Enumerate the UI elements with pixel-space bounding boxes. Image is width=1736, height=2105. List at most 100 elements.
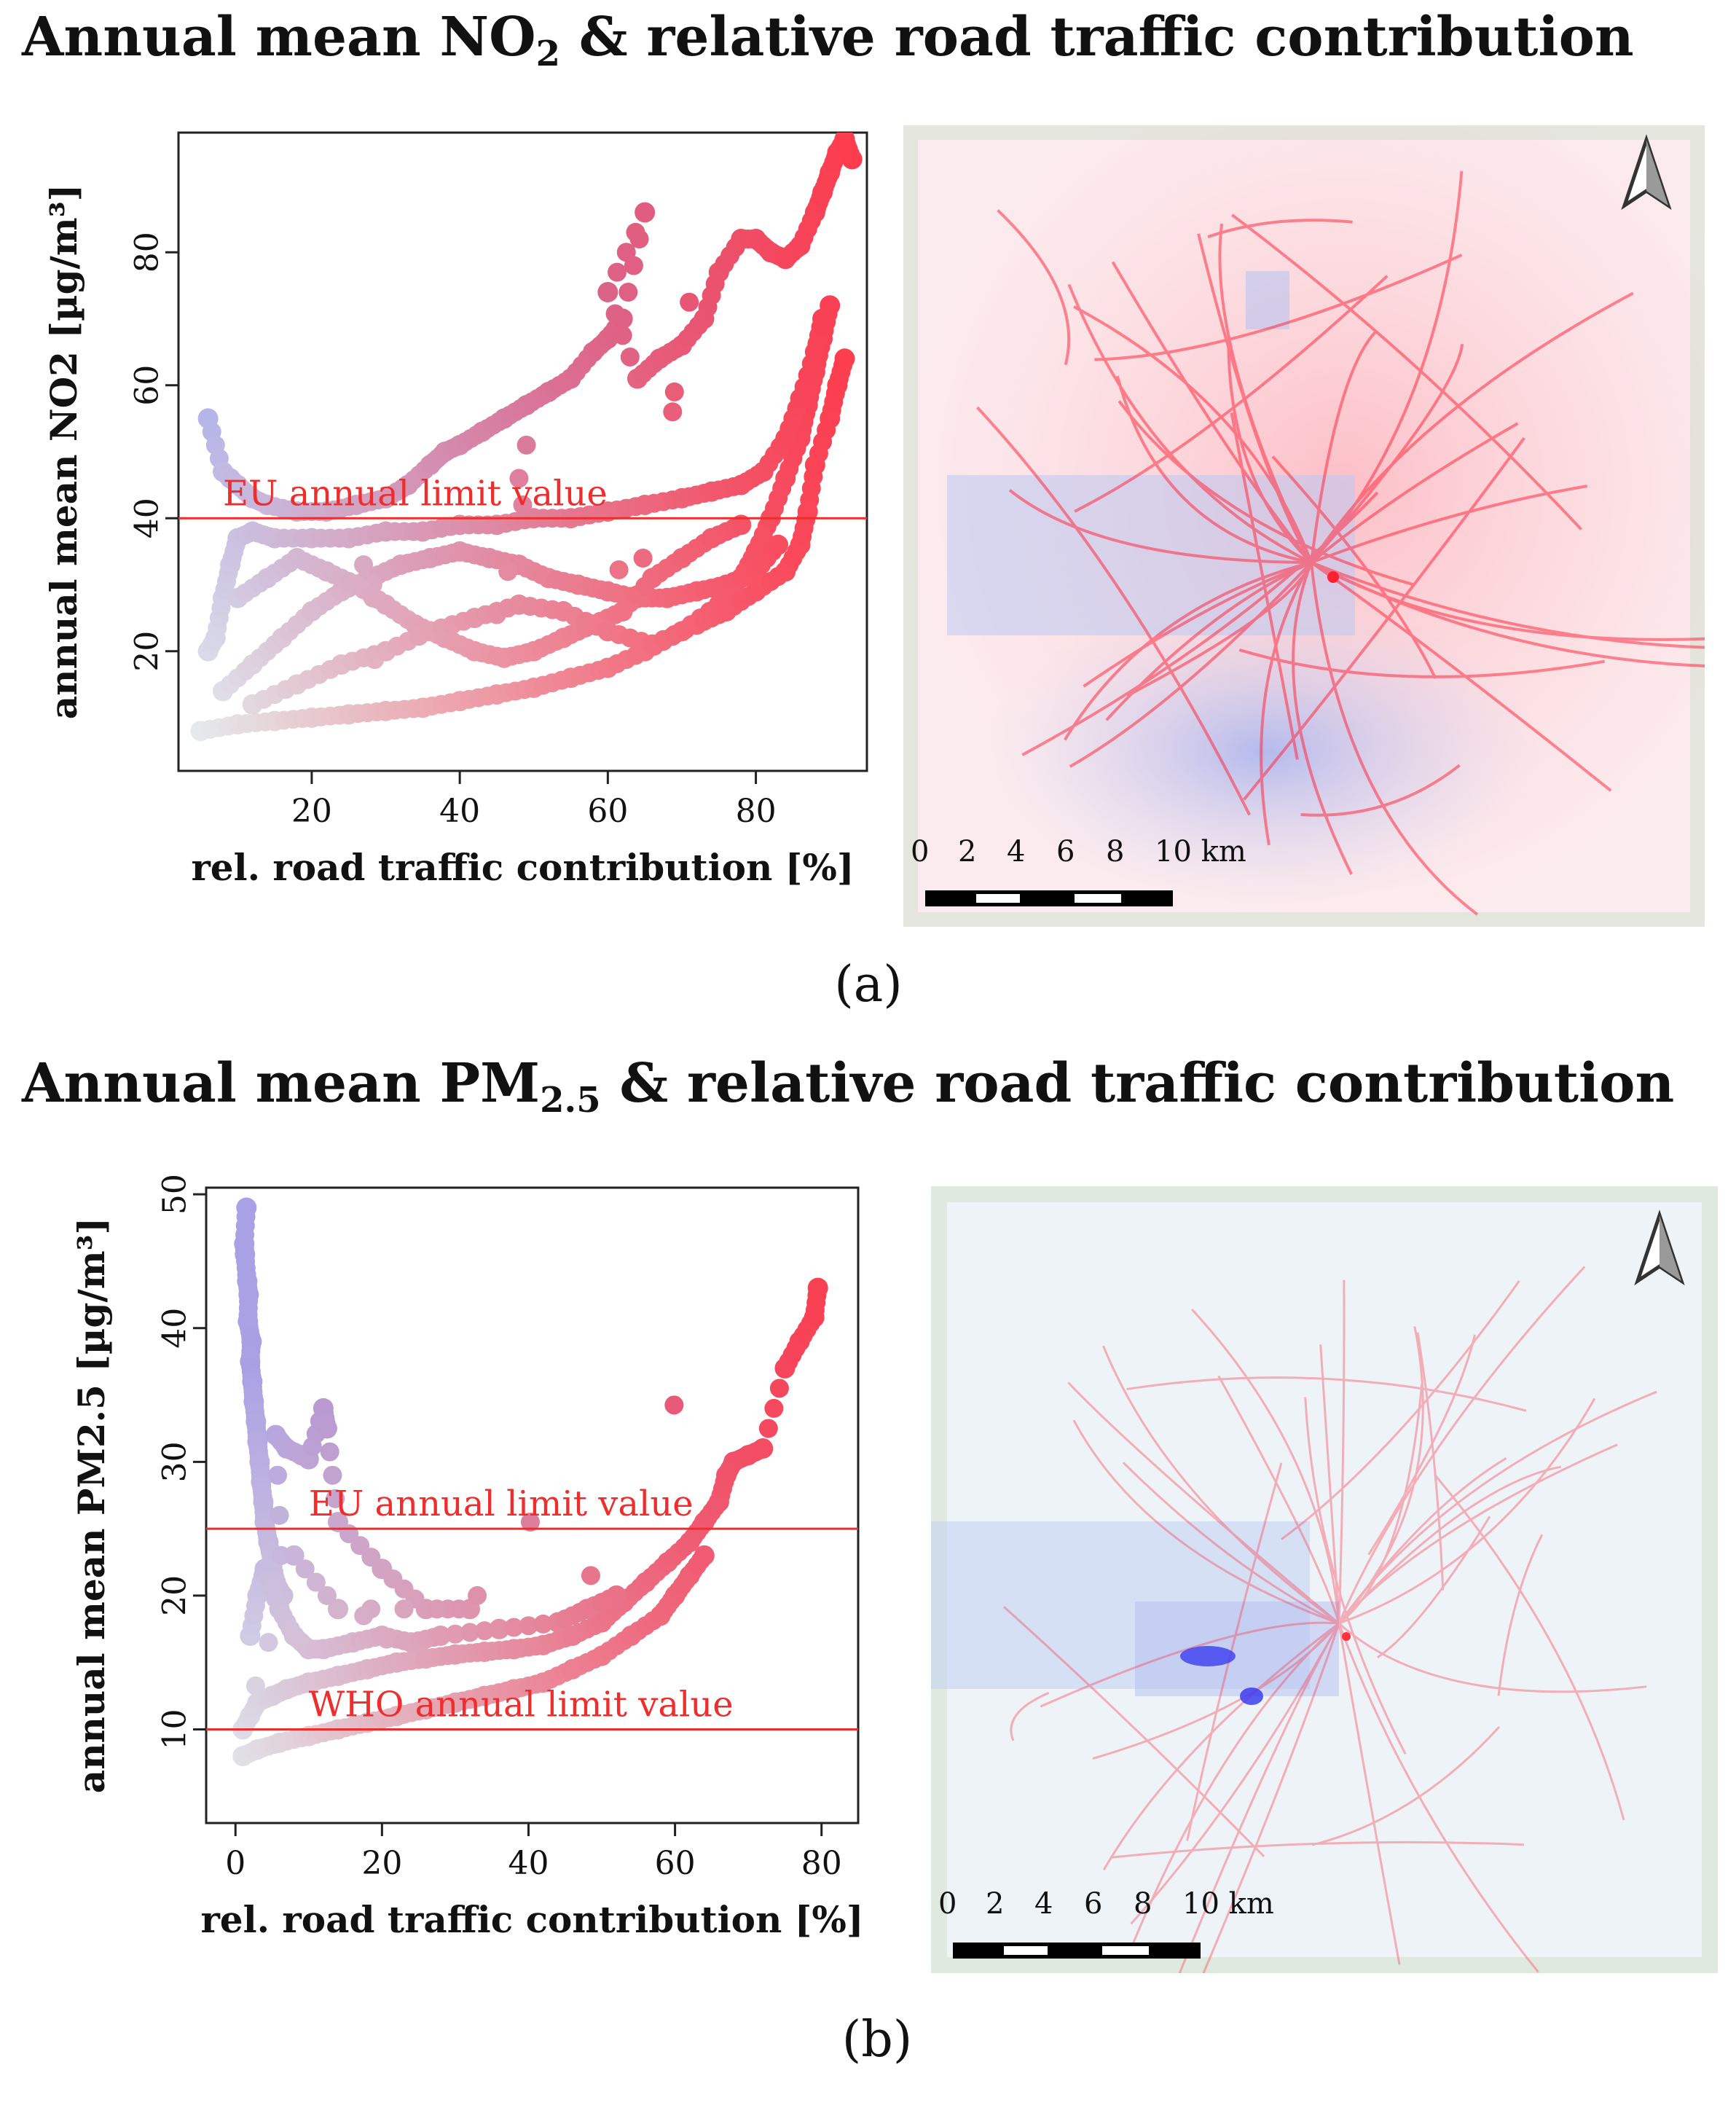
data-point: [597, 282, 618, 302]
road-line: [1227, 341, 1313, 564]
data-point: [620, 347, 640, 366]
road-line: [1338, 1623, 1401, 1965]
road-line: [1300, 764, 1461, 817]
road-line: [1292, 562, 1354, 875]
road-line: [1130, 1622, 1340, 1949]
road-line: [1102, 1622, 1340, 1870]
road-line: [1191, 1308, 1340, 1624]
x-tick-label: 40: [508, 1845, 549, 1882]
data-point: [475, 1621, 495, 1641]
road-line: [1319, 1344, 1340, 1624]
x-axis-label: rel. road traffic contribution [%]: [191, 846, 854, 889]
data-point: [605, 304, 625, 324]
scale-label-8: 8: [1134, 1887, 1152, 1921]
scale-label-0: 0: [911, 835, 929, 869]
road-line: [1111, 261, 1313, 564]
road-line: [1338, 1266, 1586, 1624]
y-tick-label: 80: [129, 232, 166, 273]
data-point: [517, 435, 536, 455]
x-tick-label: 20: [291, 793, 332, 830]
data-point: [283, 1545, 305, 1566]
data-point: [608, 262, 627, 282]
road-line: [1304, 1397, 1407, 1755]
road-line: [1271, 455, 1437, 680]
road-line: [1243, 436, 1525, 801]
panel-b-label: (b): [841, 2011, 913, 2069]
x-axis-label: rel. road traffic contribution [%]: [200, 1898, 863, 1941]
data-point: [663, 402, 683, 422]
data-point: [633, 549, 653, 568]
road-line: [1338, 1326, 1424, 1624]
data-point: [769, 1379, 789, 1398]
data-point: [270, 1505, 289, 1525]
plot-frame: [177, 131, 868, 772]
panel-b-title: Annual mean PM2.5 & relative road traffi…: [22, 1052, 1674, 1121]
y-tick-label: 40: [129, 498, 166, 538]
data-point: [764, 1398, 784, 1418]
road-line: [1310, 170, 1464, 564]
panel-b-title-sub: 2.5: [540, 1080, 601, 1121]
road-line: [1281, 1280, 1520, 1540]
road-line: [1310, 291, 1634, 564]
data-point: [519, 1616, 538, 1636]
points-group: [190, 133, 863, 742]
data-point: [606, 1585, 627, 1606]
data-point: [320, 1442, 339, 1462]
y-axis-label: annual mean NO2 [µg/m³]: [42, 184, 85, 720]
scale-label-6: 6: [1084, 1887, 1102, 1921]
points-group: [232, 1197, 828, 1767]
data-point: [753, 1438, 774, 1459]
y-axis-label: annual mean PM2.5 [µg/m³]: [70, 1218, 113, 1793]
data-point: [317, 1585, 337, 1605]
scale-label-4: 4: [1007, 835, 1025, 869]
data-point: [680, 292, 699, 312]
x-tick-label: 80: [736, 793, 777, 830]
road-line: [1102, 1345, 1340, 1625]
data-point: [246, 1676, 265, 1696]
road-line: [1069, 561, 1313, 768]
scale-label-4: 4: [1034, 1887, 1053, 1921]
data-point: [731, 514, 752, 536]
x-tick-label: 60: [587, 793, 628, 830]
data-point: [664, 382, 684, 401]
data-point: [323, 1465, 342, 1485]
reference-line-label: EU annual limit value: [309, 1483, 694, 1524]
scale-label-10km: 10 km: [1182, 1887, 1274, 1921]
pm-hotspot-2: [1240, 1687, 1263, 1705]
road-line: [1197, 233, 1313, 564]
data-point: [445, 1624, 465, 1644]
data-point: [581, 1566, 600, 1585]
data-point: [664, 1395, 684, 1415]
road-line: [1338, 1398, 1596, 1625]
road-line: [1003, 1606, 1265, 1857]
x-tick-label: 40: [439, 793, 480, 830]
road-line: [1338, 1443, 1618, 1625]
road-line: [1092, 1623, 1340, 1760]
data-point: [316, 1418, 337, 1439]
road-line: [1186, 1462, 1283, 1841]
scale-label-10km: 10 km: [1155, 835, 1246, 869]
data-point: [635, 202, 656, 223]
data-point: [259, 1633, 278, 1653]
road-line: [1311, 561, 1705, 667]
road-line: [1040, 1621, 1340, 1708]
road-line: [1338, 1457, 1507, 1624]
panel-a-label: (a): [834, 956, 903, 1014]
map-pm25: 0 2 4 6 8 10 km: [931, 1186, 1718, 1973]
city-centre-hotspot: [1327, 571, 1339, 583]
scale-bar: [953, 1943, 1201, 1959]
road-line: [1310, 331, 1377, 563]
north-arrow-icon: [1621, 134, 1672, 211]
road-line: [1497, 1534, 1544, 1696]
x-tick-label: 20: [361, 1845, 402, 1882]
road-line: [1310, 562, 1479, 916]
data-point: [460, 1623, 480, 1642]
data-point: [328, 1599, 349, 1620]
road-line: [1338, 1279, 1346, 1624]
road-line: [1310, 422, 1519, 564]
y-tick-label: 10: [157, 1709, 194, 1749]
data-point: [489, 1618, 510, 1639]
road-line: [1010, 1692, 1050, 1741]
road-line: [1207, 219, 1353, 239]
